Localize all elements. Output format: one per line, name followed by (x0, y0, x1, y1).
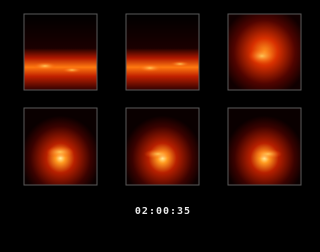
panel-6 (228, 108, 301, 185)
panel-4 (24, 108, 97, 185)
viewer: 02:00:35 (0, 0, 305, 252)
panel-2 (126, 14, 199, 90)
timestamp: 02:00:35 (135, 206, 191, 217)
page: 02:00:35 (() => { const data = JSON.pars… (0, 0, 305, 252)
panel-3 (228, 14, 301, 90)
panel-5 (126, 108, 199, 185)
panel-1 (24, 14, 97, 90)
